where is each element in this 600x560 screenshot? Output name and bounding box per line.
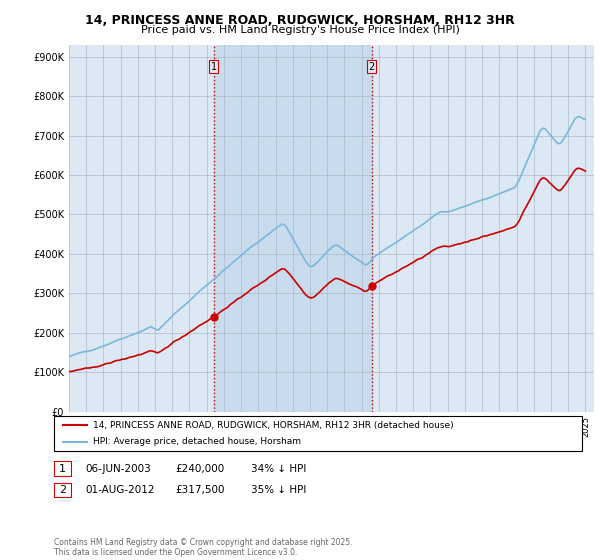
- Text: 1: 1: [211, 62, 217, 72]
- Text: Contains HM Land Registry data © Crown copyright and database right 2025.
This d: Contains HM Land Registry data © Crown c…: [54, 538, 353, 557]
- Text: 34% ↓ HPI: 34% ↓ HPI: [251, 464, 306, 474]
- Bar: [214, 45, 371, 412]
- Text: £317,500: £317,500: [176, 485, 226, 495]
- Text: 2: 2: [368, 62, 375, 72]
- Text: 2: 2: [59, 485, 66, 495]
- Text: HPI: Average price, detached house, Horsham: HPI: Average price, detached house, Hors…: [93, 437, 301, 446]
- Text: 01-AUG-2012: 01-AUG-2012: [86, 485, 155, 495]
- Text: £240,000: £240,000: [176, 464, 225, 474]
- Text: Price paid vs. HM Land Registry's House Price Index (HPI): Price paid vs. HM Land Registry's House …: [140, 25, 460, 35]
- Text: 1: 1: [59, 464, 66, 474]
- Text: 35% ↓ HPI: 35% ↓ HPI: [251, 485, 306, 495]
- Text: 14, PRINCESS ANNE ROAD, RUDGWICK, HORSHAM, RH12 3HR (detached house): 14, PRINCESS ANNE ROAD, RUDGWICK, HORSHA…: [93, 421, 454, 430]
- Text: 14, PRINCESS ANNE ROAD, RUDGWICK, HORSHAM, RH12 3HR: 14, PRINCESS ANNE ROAD, RUDGWICK, HORSHA…: [85, 14, 515, 27]
- Text: 06-JUN-2003: 06-JUN-2003: [86, 464, 152, 474]
